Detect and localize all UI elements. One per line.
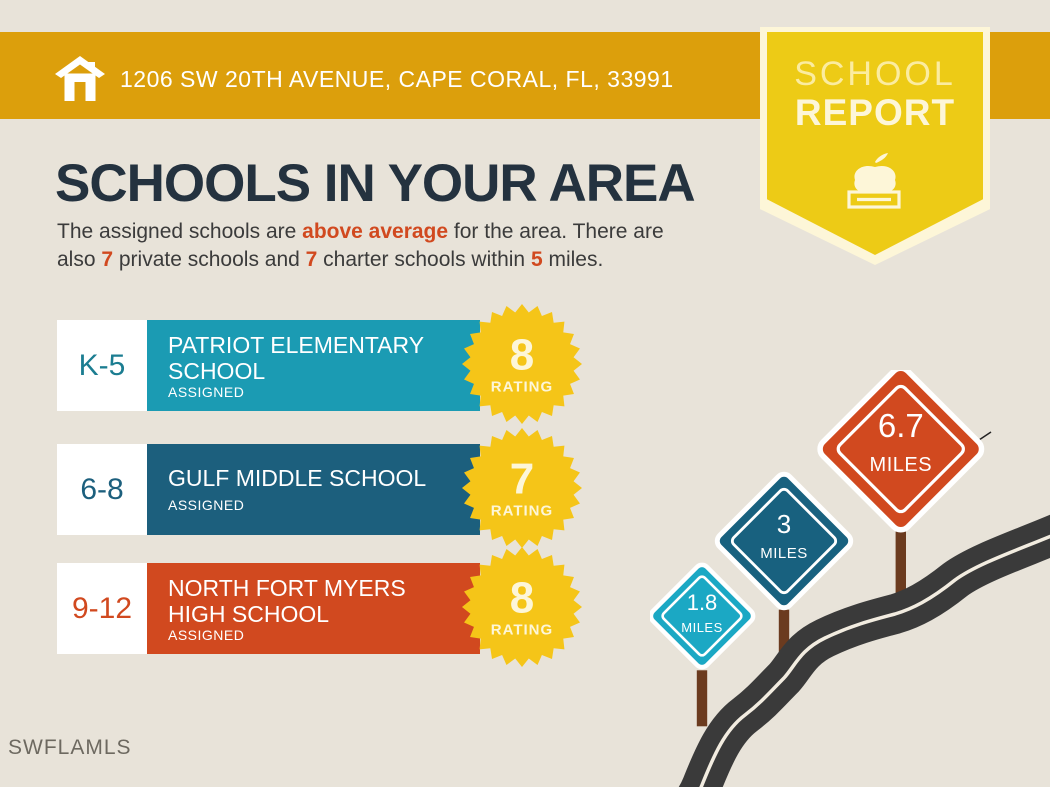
svg-text:MILES: MILES [681,620,723,635]
svg-text:RATING: RATING [491,379,553,396]
svg-text:RATING: RATING [491,503,553,520]
svg-text:8: 8 [510,574,534,623]
svg-text:6.7: 6.7 [878,407,924,444]
svg-text:RATING: RATING [491,622,553,639]
svg-text:1.8: 1.8 [687,590,718,615]
svg-text:3: 3 [777,509,791,539]
svg-text:7: 7 [510,455,534,504]
svg-text:8: 8 [510,331,534,380]
svg-text:MILES: MILES [870,454,933,476]
svg-text:MILES: MILES [760,545,808,562]
